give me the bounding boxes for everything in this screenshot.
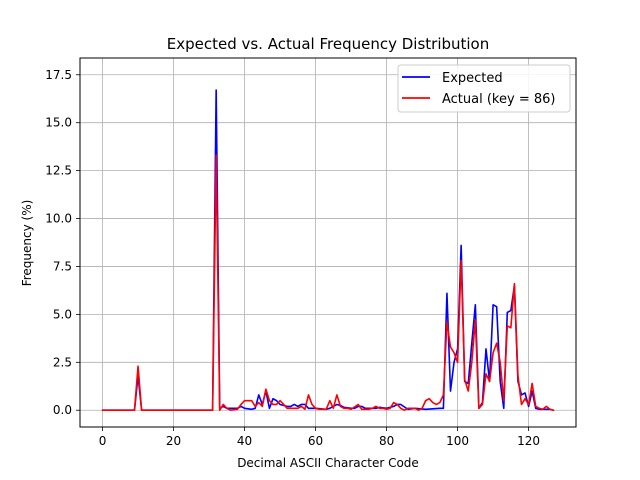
x-tick-label: 40 (237, 434, 252, 448)
legend-label: Actual (key = 86) (442, 92, 555, 107)
series-lines (101, 89, 555, 412)
y-tick-label: 0.0 (53, 403, 72, 417)
legend-label: Expected (442, 71, 503, 86)
x-tick-label: 80 (379, 434, 394, 448)
x-axis-title: Decimal ASCII Character Code (237, 456, 419, 470)
series-line-actual (101, 154, 555, 412)
y-tick-label: 17.5 (45, 68, 72, 82)
y-tick-label: 12.5 (45, 164, 72, 178)
x-tick-label: 100 (446, 434, 469, 448)
x-tick-label: 20 (166, 434, 181, 448)
y-tick-label: 10.0 (45, 212, 72, 226)
y-axis-title: Frequency (%) (20, 200, 34, 287)
legend: Expected Actual (key = 86) (397, 64, 571, 113)
legend-box (397, 64, 571, 113)
y-tick-label: 7.5 (53, 259, 72, 273)
x-tick-label: 0 (99, 434, 107, 448)
y-tick-label: 5.0 (53, 307, 72, 321)
plot-area-frame (79, 57, 577, 428)
y-tick-label: 15.0 (45, 116, 72, 130)
x-tick-label: 60 (308, 434, 323, 448)
y-tick-label: 2.5 (53, 355, 72, 369)
axis-ticks: 0 20 40 60 80 100 120 0.0 2.5 5.0 7.5 10.0 12.5 15.0 1… (45, 68, 540, 448)
x-tick-label: 120 (517, 434, 540, 448)
chart-title: Expected vs. Actual Frequency Distributi… (167, 35, 490, 53)
